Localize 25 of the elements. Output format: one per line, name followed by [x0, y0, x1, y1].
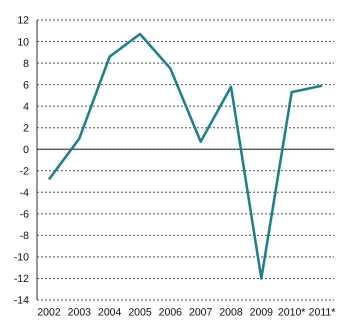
y-tick-label: 12	[17, 14, 30, 27]
x-tick-label: 2008	[219, 306, 243, 318]
y-tick-label: -8	[20, 230, 30, 242]
y-tick-label: 0	[23, 144, 30, 156]
y-tick-label: -10	[14, 252, 30, 264]
x-tick-label: 2007	[188, 306, 213, 318]
y-tick-label: 6	[23, 79, 30, 92]
x-tick-label: 2009	[250, 306, 274, 318]
y-tick-label: -12	[14, 273, 30, 286]
y-tick-label: 2	[23, 122, 30, 134]
line-series	[48, 32, 324, 280]
x-tick-label: 2002	[37, 306, 61, 318]
x-tick-label: 2003	[68, 306, 92, 318]
y-tick-label: -14	[14, 294, 30, 307]
y-tick-label: -4	[20, 187, 30, 200]
y-tick-label: -6	[20, 208, 30, 221]
y-tick-label: 10	[17, 36, 30, 48]
x-tick-label: 2011*	[308, 306, 336, 318]
y-tick-label: 8	[23, 58, 30, 70]
x-tick-label: 2005	[128, 306, 152, 318]
x-tick-label: 2006	[158, 306, 182, 318]
y-tick-label: -2	[20, 165, 30, 178]
x-tick-label: 2004	[98, 306, 122, 318]
x-tick-label: 2010*	[278, 306, 306, 318]
y-tick-label: 4	[23, 100, 30, 113]
